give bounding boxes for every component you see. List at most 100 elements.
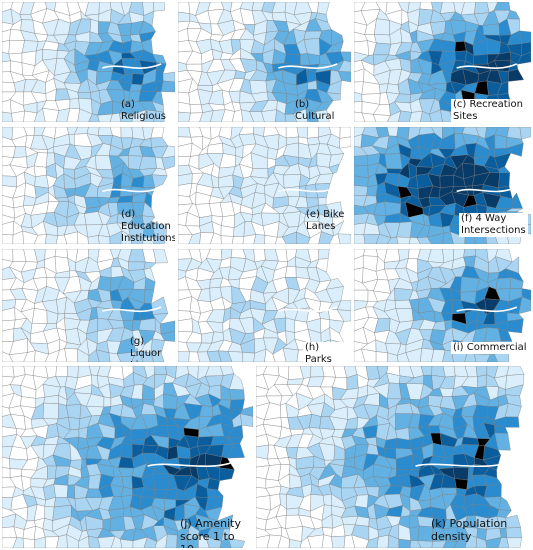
map-region [210, 109, 226, 122]
map-region [129, 235, 144, 244]
map-region [317, 2, 330, 15]
map-region [396, 236, 411, 244]
harbour-waterway [456, 306, 518, 313]
map-region [519, 127, 531, 140]
map-region [56, 534, 68, 548]
map-region [387, 127, 399, 137]
region-layer [178, 249, 351, 362]
map-region [66, 404, 82, 419]
map-region [23, 110, 38, 122]
map-region [354, 134, 363, 148]
map-panel-i: (i) Commercial [354, 249, 531, 362]
map-region [131, 73, 145, 86]
map-region [431, 349, 446, 362]
map-region [409, 111, 423, 122]
map-region [416, 236, 432, 244]
map-region [205, 536, 222, 548]
map-region [266, 534, 282, 548]
map-region [318, 231, 334, 244]
map-region [34, 350, 49, 362]
map-region [395, 402, 414, 414]
map-region [151, 296, 169, 315]
map-region [376, 534, 389, 548]
map-region [483, 484, 502, 498]
map-region [420, 348, 435, 362]
map-region [66, 484, 76, 499]
map-region [375, 351, 388, 362]
map-region [142, 109, 157, 122]
region-layer [2, 366, 253, 548]
map-region [160, 320, 175, 335]
map-region [440, 39, 456, 52]
map-region [178, 318, 193, 333]
map-region [240, 413, 253, 427]
map-region [395, 438, 412, 450]
map-region [9, 446, 28, 461]
map-region [283, 174, 302, 189]
map-region [23, 350, 36, 362]
map-region [317, 197, 327, 206]
map-region [365, 536, 379, 548]
map-region [429, 109, 443, 122]
harbour-waterway [102, 306, 162, 313]
map-region [120, 230, 132, 244]
map-region [387, 110, 402, 122]
map-region [210, 232, 222, 244]
map-region [508, 68, 524, 82]
map-region [354, 175, 369, 187]
map-region [374, 18, 390, 36]
map-region [197, 351, 211, 362]
map-region [272, 347, 287, 362]
map-region [361, 348, 377, 362]
map-region [519, 30, 531, 44]
map-panel-e: (e) Bike Lanes [178, 127, 351, 244]
map-region [108, 352, 122, 362]
map-region [118, 456, 135, 469]
map-region [54, 256, 71, 274]
map-region [109, 230, 123, 244]
harbour-waterway [147, 461, 234, 468]
map-panel-f: (f) 4 Way Intersections [354, 127, 531, 244]
map-region [2, 111, 13, 122]
map-region [142, 236, 156, 244]
map-region [386, 83, 400, 95]
map-region [67, 366, 79, 379]
map-region [366, 185, 378, 197]
caption-k: (k) Population density [431, 517, 508, 543]
map-region [53, 484, 69, 498]
map-region [453, 534, 469, 548]
harbour-waterway [278, 306, 338, 313]
map-region [77, 231, 89, 244]
map-region [97, 536, 116, 548]
map-region [78, 535, 90, 548]
choropleth-map-g [2, 249, 175, 362]
map-region [253, 234, 266, 244]
harbour-waterway [456, 186, 518, 193]
map-region [12, 537, 24, 548]
caption-i: (i) Commercial [451, 342, 529, 354]
map-region [240, 109, 254, 122]
map-region [31, 308, 48, 324]
map-region [242, 234, 257, 244]
map-region [153, 249, 168, 264]
map-region [55, 234, 68, 244]
map-region [55, 366, 68, 377]
map-region [475, 537, 488, 548]
map-panel-c: (c) Recreation Sites [354, 2, 531, 122]
map-region [442, 540, 458, 548]
map-region [264, 348, 276, 362]
map-region [153, 2, 165, 12]
map-region [284, 113, 298, 122]
map-region [187, 535, 199, 548]
map-region [23, 366, 35, 376]
map-region [161, 145, 175, 159]
map-region [282, 347, 299, 362]
map-panel-d: (d) Education Institutions [2, 127, 175, 244]
map-region [275, 109, 287, 122]
caption-h: (h) Parks [303, 342, 351, 362]
map-region [151, 174, 168, 188]
map-region [439, 174, 455, 189]
caption-c: (c) Recreation Sites [451, 99, 525, 122]
map-region [516, 51, 531, 65]
map-region [375, 234, 392, 244]
